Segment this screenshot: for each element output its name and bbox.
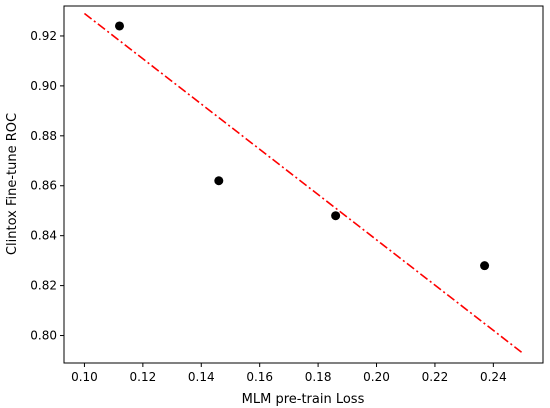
- scatter-point: [480, 261, 490, 271]
- scatter-point: [214, 176, 224, 186]
- x-tick-label: 0.18: [305, 370, 332, 384]
- y-tick-label: 0.86: [30, 179, 57, 193]
- x-tick-label: 0.24: [480, 370, 507, 384]
- x-tick-label: 0.12: [130, 370, 157, 384]
- trendline-layer: [83, 12, 524, 354]
- x-tick-label: 0.22: [422, 370, 449, 384]
- trend-line: [83, 12, 524, 354]
- x-axis-ticks: 0.10 0.12 0.14 0.16 0.18 0.20 0.22 0.24: [71, 363, 507, 384]
- y-tick-label: 0.82: [30, 279, 57, 293]
- y-tick-label: 0.88: [30, 129, 57, 143]
- x-tick-label: 0.14: [188, 370, 215, 384]
- scatter-points: [114, 21, 490, 271]
- y-tick-label: 0.90: [30, 79, 57, 93]
- x-tick-label: 0.16: [246, 370, 273, 384]
- y-axis-ticks: 0.80 0.82 0.84 0.86 0.88 0.90 0.92: [30, 29, 64, 343]
- plot-frame: [63, 5, 544, 364]
- y-tick-label: 0.80: [30, 329, 57, 343]
- x-tick-label: 0.10: [71, 370, 98, 384]
- y-axis-label: Clintox Fine-tune ROC: [5, 113, 20, 255]
- y-tick-label: 0.84: [30, 229, 57, 243]
- scatter-point: [114, 21, 124, 31]
- x-tick-label: 0.20: [363, 370, 390, 384]
- scatter-point: [331, 211, 341, 221]
- y-tick-label: 0.92: [30, 29, 57, 43]
- x-axis-label: MLM pre-train Loss: [242, 392, 365, 407]
